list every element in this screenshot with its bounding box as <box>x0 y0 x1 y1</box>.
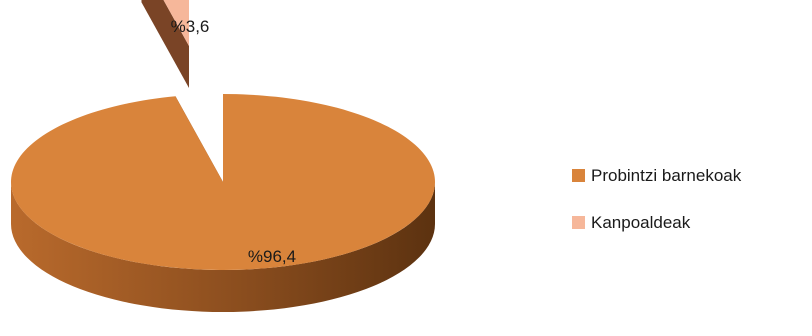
slice-probintzi-barnekoak <box>11 94 436 312</box>
legend-label-probintzi-barnekoak: Probintzi barnekoak <box>591 166 742 185</box>
slice-kanpoaldeak <box>141 0 189 88</box>
legend-swatch-probintzi-barnekoak <box>572 169 585 182</box>
data-labels: %96,4 %3,6 <box>171 17 296 266</box>
pie-slices <box>11 0 436 312</box>
legend-swatch-kanpoaldeak <box>572 216 585 229</box>
slice-cut-face <box>141 0 189 88</box>
data-label-kanpoaldeak: %3,6 <box>171 17 210 36</box>
slice-top-kanpoaldeak <box>163 0 189 46</box>
legend-label-kanpoaldeak: Kanpoaldeak <box>591 213 691 232</box>
data-label-probintzi-barnekoak: %96,4 <box>248 247 296 266</box>
legend: Probintzi barnekoak Kanpoaldeak <box>572 166 742 232</box>
slice-side-probintzi-barnekoak <box>11 182 435 312</box>
slice-top-probintzi-barnekoak <box>11 94 436 270</box>
